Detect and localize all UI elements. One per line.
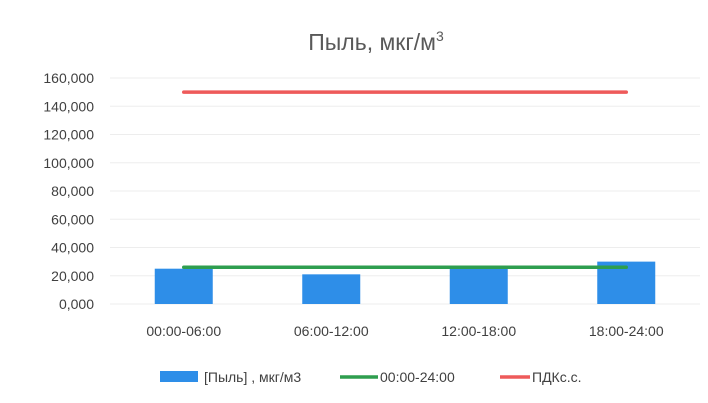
y-tick-label: 100,000 — [43, 155, 94, 171]
legend-key-bar — [160, 371, 198, 382]
legend-label: [Пыль] , мкг/м3 — [204, 369, 301, 385]
legend: [Пыль] , мкг/м3 00:00-24:00 ПДКс.с. — [160, 369, 581, 385]
y-tick-label: 20,000 — [51, 268, 94, 284]
chart-title: Пыль, мкг/м3 — [308, 28, 444, 55]
bar — [302, 274, 361, 304]
y-tick-label: 120,000 — [43, 127, 94, 143]
legend-label: ПДКс.с. — [532, 369, 581, 385]
line-series — [182, 90, 628, 270]
y-tick-label: 0,000 — [59, 296, 94, 312]
bar — [154, 268, 213, 304]
y-tick-label: 140,000 — [43, 98, 94, 114]
x-tick-label: 18:00-24:00 — [589, 323, 664, 339]
bar — [449, 267, 508, 304]
y-tick-label: 80,000 — [51, 183, 94, 199]
x-tick-label: 06:00-12:00 — [294, 323, 369, 339]
chart-title-superscript: 3 — [436, 28, 444, 44]
y-axis-ticks: 0,000 20,000 40,000 60,000 80,000 100,000 120,… — [43, 70, 94, 312]
y-tick-label: 40,000 — [51, 240, 94, 256]
legend-label: 00:00-24:00 — [380, 369, 455, 385]
y-tick-label: 160,000 — [43, 70, 94, 86]
x-axis-ticks: 00:00-06:00 06:00-12:00 12:00-18:00 18:00-2… — [146, 323, 663, 339]
chart-title-text: Пыль, мкг/м — [308, 29, 436, 55]
x-tick-label: 12:00-18:00 — [441, 323, 516, 339]
x-tick-label: 00:00-06:00 — [146, 323, 221, 339]
y-tick-label: 60,000 — [51, 211, 94, 227]
